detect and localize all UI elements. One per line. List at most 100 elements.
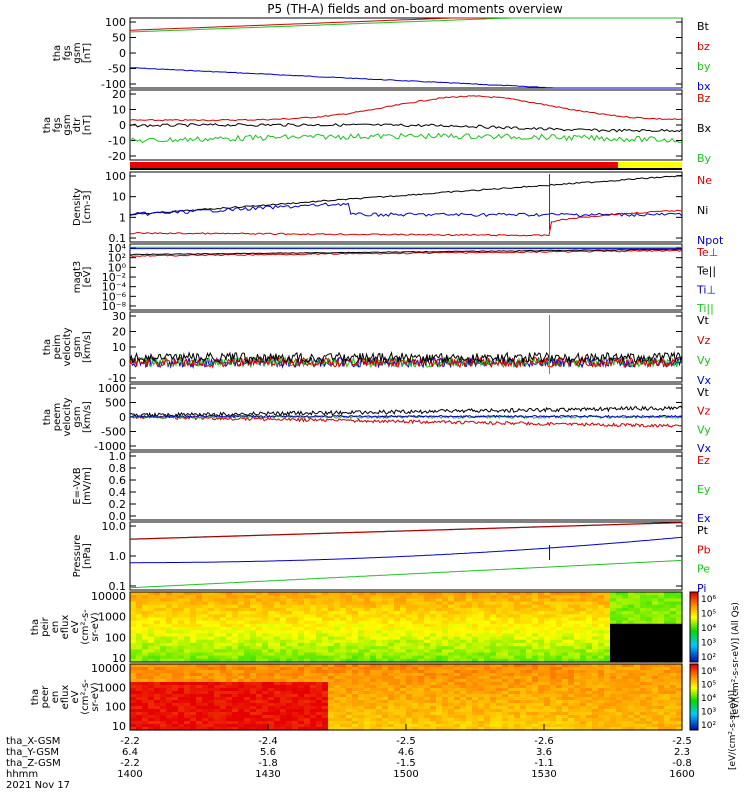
y-tick-label: 20 (112, 326, 126, 339)
spectrogram-cell (544, 614, 551, 619)
spectrogram-cell (154, 652, 161, 657)
spectrogram-cell (568, 688, 575, 692)
spectrogram-cell (514, 630, 521, 634)
spectrogram-cell (592, 709, 599, 713)
spectrogram-cell (562, 595, 569, 599)
spectrogram-cell (352, 676, 359, 680)
spectrogram-cell (298, 703, 305, 707)
spectrogram-cell (676, 604, 683, 609)
spectrogram-cell (622, 611, 629, 615)
spectrogram-cell (622, 721, 629, 725)
spectrogram-cell (424, 620, 431, 625)
spectrogram-cell (394, 727, 401, 731)
spectrogram-cell (268, 715, 275, 719)
spectrogram-cell (346, 633, 353, 638)
spectrogram-cell (526, 636, 533, 641)
spectrogram-cell (484, 667, 491, 671)
spectrogram-cell (640, 718, 647, 722)
spectrogram-cell (406, 709, 413, 713)
spectrogram-cell (562, 642, 569, 647)
spectrogram-cell (520, 627, 527, 631)
spectrogram-cell (448, 611, 455, 615)
spectrogram-cell (460, 636, 467, 641)
spectrogram-cell (244, 703, 251, 707)
spectrogram-cell (328, 607, 335, 612)
spectrogram-cell (490, 685, 497, 689)
spectrogram-cell (442, 620, 449, 625)
spectrogram-cell (406, 694, 413, 698)
spectrogram-cell (514, 649, 521, 654)
spectrogram-cell (466, 607, 473, 612)
spectrogram-cell (208, 688, 215, 692)
spectrogram-cell (664, 633, 671, 638)
spectrogram-cell (532, 627, 539, 631)
spectrogram-cell (280, 691, 287, 695)
spectrogram-cell (466, 679, 473, 683)
spectrogram-cell (376, 627, 383, 631)
spectrogram-cell (400, 676, 407, 680)
spectrogram-cell (244, 620, 251, 625)
spectrogram-cell (664, 592, 671, 596)
spectrogram-cell (382, 652, 389, 657)
spectrogram-cell (166, 718, 173, 722)
spectrogram-cell (310, 649, 317, 654)
spectrogram-cell (670, 623, 677, 628)
spectrogram-cell (580, 697, 587, 701)
spectrogram-cell (358, 636, 365, 641)
spectrogram-cell (166, 620, 173, 625)
spectrogram-cell (148, 703, 155, 707)
panel-frame (129, 311, 683, 383)
spectrogram-cell (652, 630, 659, 634)
spectrogram-cell (658, 617, 665, 622)
spectrogram-cell (568, 595, 575, 599)
spectrogram-cell (418, 611, 425, 615)
spectrogram-cell (136, 718, 143, 722)
spectrogram-cell (250, 614, 257, 619)
spectrogram-cell (478, 703, 485, 707)
spectrogram-cell (628, 652, 635, 657)
spectrogram-cell (316, 685, 323, 689)
spectrogram-cell (232, 620, 239, 625)
spectrogram-cell (166, 614, 173, 619)
spectrogram-cell (514, 636, 521, 641)
spectrogram-cell (358, 614, 365, 619)
spectrogram-cell (652, 676, 659, 680)
spectrogram-cell (598, 646, 605, 650)
spectrogram-cell (478, 688, 485, 692)
spectrogram-cell (568, 664, 575, 668)
x-axis-row-label: tha_X-GSM (6, 736, 60, 747)
spectrogram-cell (214, 688, 221, 692)
spectrogram-cell (562, 607, 569, 612)
spectrogram-cell (310, 709, 317, 713)
spectrogram-cell (442, 670, 449, 674)
spectrogram-cell (604, 649, 611, 654)
spectrogram-cell (526, 667, 533, 671)
spectrogram-cell (352, 712, 359, 716)
spectrogram-cell (196, 614, 203, 619)
spectrogram-cell (328, 601, 335, 606)
spectrogram-cell (652, 617, 659, 622)
spectrogram-cell (364, 664, 371, 668)
spectrogram-cell (526, 709, 533, 713)
spectrogram-cell (358, 718, 365, 722)
colorbar-cell (690, 725, 698, 728)
spectrogram-cell (610, 682, 617, 686)
spectrogram-cell (610, 614, 617, 619)
x-tick-label: 1530 (531, 769, 556, 780)
spectrogram-cell (646, 655, 653, 660)
spectrogram-cell (448, 718, 455, 722)
spectrogram-cell (496, 655, 503, 660)
spectrogram-cell (466, 614, 473, 619)
spectrogram-cell (364, 601, 371, 606)
spectrogram-cell (430, 679, 437, 683)
spectrogram-cell (340, 688, 347, 692)
spectrogram-cell (238, 630, 245, 634)
spectrogram-cell (316, 592, 323, 596)
spectrogram-cell (472, 721, 479, 725)
spectrogram-cell (424, 685, 431, 689)
spectrogram-cell (604, 620, 611, 625)
spectrogram-cell (358, 679, 365, 683)
spectrogram-cell (166, 642, 173, 647)
spectrogram-cell (640, 642, 647, 647)
spectrogram-cell (394, 592, 401, 596)
